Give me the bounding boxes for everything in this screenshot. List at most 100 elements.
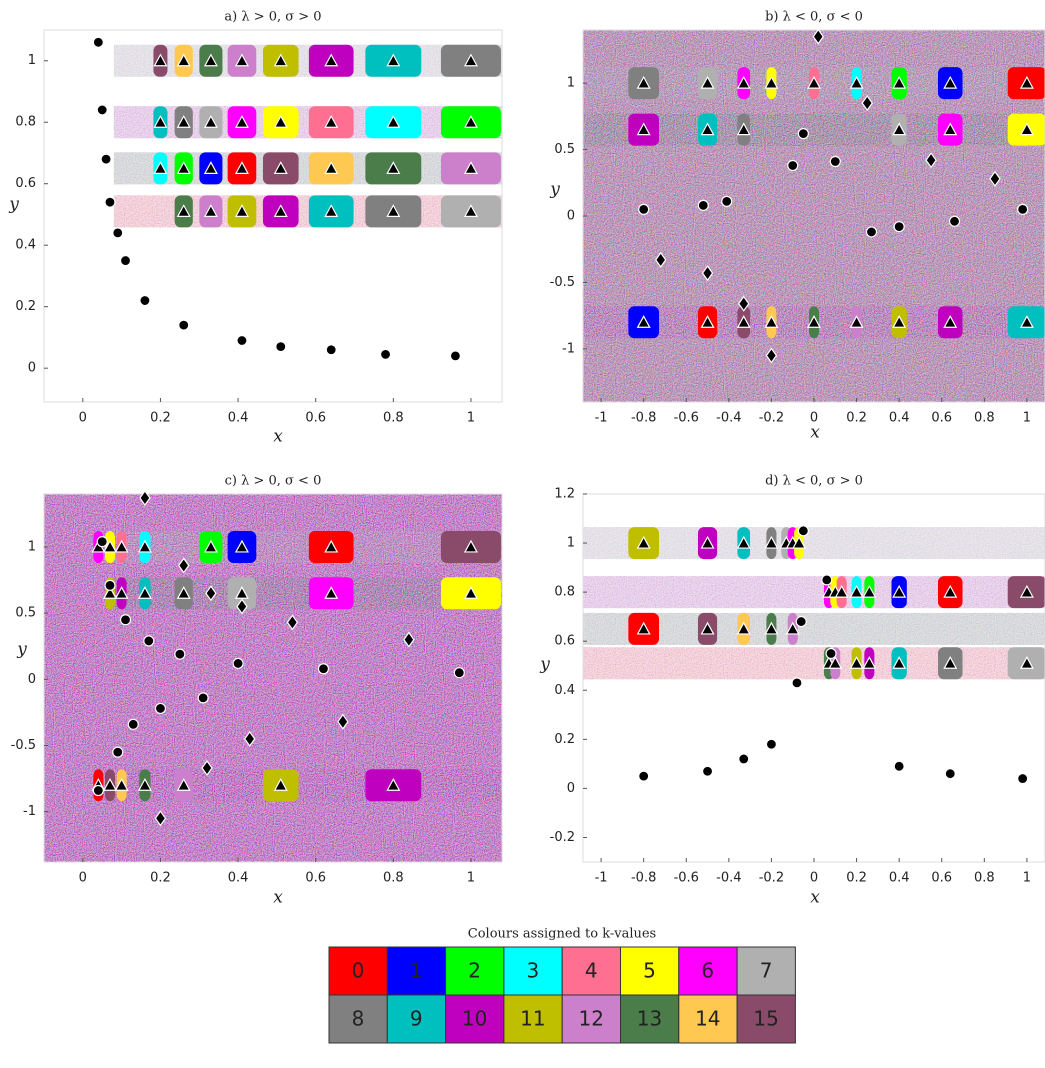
x-tick-label: 0.4 — [228, 411, 249, 426]
diamond-marker — [403, 631, 415, 648]
triangle-marker — [463, 204, 478, 217]
circle-marker — [178, 319, 190, 331]
x-tick-label: 0.6 — [931, 411, 952, 426]
triangle-marker — [943, 656, 958, 669]
circle-marker — [701, 765, 714, 777]
triangle-marker — [386, 53, 401, 67]
triangle-marker — [736, 122, 751, 136]
triangle-marker — [176, 777, 191, 791]
circle-marker — [112, 227, 124, 239]
y-tick-label: 0 — [567, 781, 575, 796]
triangle-marker — [1019, 122, 1034, 136]
circle-marker — [865, 226, 878, 238]
triangle-marker — [324, 161, 339, 174]
diamond-marker — [738, 295, 750, 312]
y-tick-label: 1.2 — [554, 487, 575, 502]
circle-marker — [275, 341, 287, 353]
circle-marker — [119, 614, 132, 626]
triangle-marker — [892, 75, 907, 89]
triangle-marker — [700, 122, 715, 136]
legend-label: 3 — [527, 959, 540, 983]
circle-marker — [829, 155, 841, 168]
triangle-marker — [137, 586, 152, 599]
legend-label: 11 — [520, 1007, 545, 1031]
x-tick-label: 0.6 — [931, 871, 952, 886]
circle-marker — [325, 344, 337, 356]
triangle-marker — [700, 315, 715, 328]
circle-marker — [96, 536, 108, 548]
x-tick-label: 0.2 — [150, 871, 171, 886]
triangle-marker — [273, 161, 288, 174]
circle-marker — [948, 215, 961, 227]
x-tick-label: -1 — [595, 411, 608, 426]
triangle-marker — [176, 53, 191, 67]
triangle-marker — [102, 539, 117, 553]
y-tick-label: 1 — [567, 536, 575, 551]
triangle-marker — [273, 53, 288, 67]
triangle-marker — [700, 75, 715, 89]
triangle-marker — [849, 584, 864, 598]
triangle-marker — [943, 315, 958, 328]
y-tick-label: 1 — [28, 53, 36, 68]
triangle-marker — [386, 204, 401, 217]
basin-band — [113, 530, 502, 563]
y-tick-label: -1 — [23, 804, 36, 819]
legend-swatch — [620, 946, 680, 996]
diamond-marker — [139, 489, 151, 507]
triangle-marker — [806, 315, 822, 328]
diamond-marker — [925, 152, 937, 169]
legend-label: 5 — [643, 959, 656, 983]
circle-marker — [232, 657, 244, 670]
triangle-marker — [736, 621, 751, 635]
diamond-marker — [177, 557, 190, 574]
triangle-marker — [176, 161, 191, 174]
triangle-marker — [892, 656, 907, 669]
circle-marker — [236, 334, 248, 347]
legend-label: 14 — [695, 1007, 720, 1031]
panel: b) λ < 0, σ < 0 x y -1 -0.8 -0.6 -0.4 -0.2 0 0.2 0… — [549, 10, 1045, 443]
triangle-marker — [324, 53, 339, 67]
triangle-marker — [324, 204, 339, 217]
triangle-marker — [764, 315, 779, 328]
panel: a) λ > 0, σ > 0 x y 0 0.2 0.4 0.6 0.8 1 0 0.2 0.4 0.… — [8, 10, 503, 447]
triangle-marker — [153, 161, 168, 174]
x-axis-label: x — [273, 888, 283, 908]
y-tick-label: -0.5 — [550, 275, 575, 290]
triangle-marker — [943, 122, 958, 136]
y-tick-label: 0.5 — [554, 142, 575, 157]
triangle-marker — [463, 114, 478, 128]
circle-marker — [765, 738, 778, 750]
x-tick-label: 0.2 — [846, 411, 867, 426]
circle-marker — [96, 104, 108, 116]
legend-label: 7 — [760, 959, 773, 983]
triangle-marker — [764, 75, 779, 89]
legend-label: 10 — [462, 1007, 487, 1031]
diamond-marker — [701, 265, 714, 282]
circle-marker — [143, 635, 155, 647]
basin-band — [583, 113, 1045, 146]
triangle-marker — [736, 75, 751, 89]
legend-label: 13 — [637, 1007, 662, 1031]
triangle-marker — [1019, 584, 1034, 598]
circle-marker — [112, 746, 124, 758]
triangle-marker — [137, 777, 152, 791]
triangle-marker — [764, 621, 779, 635]
triangle-marker — [137, 539, 152, 553]
y-tick-label: 0.4 — [554, 683, 575, 698]
circle-marker — [127, 718, 139, 730]
panel-title: b) λ < 0, σ < 0 — [765, 10, 863, 25]
y-axis-label: y — [16, 640, 27, 660]
x-tick-label: 0.6 — [305, 871, 326, 886]
triangle-marker — [273, 204, 288, 217]
y-tick-label: -1 — [562, 341, 575, 356]
y-tick-label: 0.4 — [15, 238, 36, 253]
x-axis-label: x — [273, 427, 283, 447]
triangle-marker — [273, 114, 288, 128]
triangle-marker — [153, 114, 168, 128]
y-tick-label: -0.5 — [11, 738, 36, 753]
triangle-marker — [176, 114, 191, 128]
x-tick-label: 0.8 — [383, 411, 404, 426]
